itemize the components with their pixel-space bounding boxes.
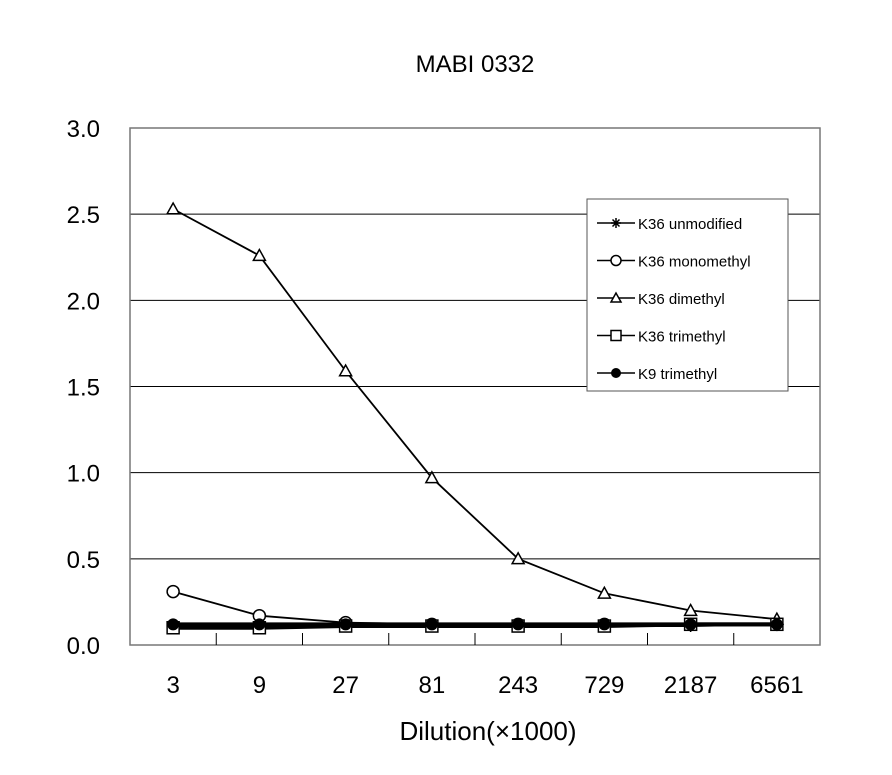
filled-circle-marker [512, 618, 525, 631]
filled-circle-marker [770, 618, 783, 631]
y-tick-label: 2.5 [67, 202, 100, 229]
x-axis-label: Dilution(×1000) [399, 716, 576, 746]
y-tick-label: 2.0 [67, 288, 100, 315]
triangle-marker [510, 551, 526, 565]
legend-label: K9 trimethyl [638, 366, 717, 383]
x-tick-label: 6561 [750, 672, 803, 699]
filled-circle-marker [253, 618, 266, 631]
legend-label: K36 dimethyl [638, 291, 725, 308]
y-tick-label: 0.0 [67, 633, 100, 660]
x-tick-label: 27 [332, 672, 359, 699]
filled-circle-marker [167, 618, 180, 631]
legend-label: K36 trimethyl [638, 329, 726, 346]
chart-title: MABI 0332 [416, 51, 535, 78]
triangle-marker [165, 201, 181, 215]
triangle-marker [424, 470, 440, 484]
legend-box [586, 198, 789, 392]
legend-label: K36 unmodified [638, 216, 742, 233]
x-tick-label: 81 [419, 672, 446, 699]
filled-circle-marker [611, 368, 621, 378]
series-line [172, 208, 777, 621]
y-tick-label: 0.5 [67, 547, 100, 574]
legend-label: K36 monomethyl [638, 254, 751, 271]
triangle-marker [597, 585, 612, 599]
triangle-marker [683, 602, 698, 617]
triangle-marker [338, 363, 353, 377]
square-marker [610, 329, 622, 342]
y-tick-label: 1.5 [67, 375, 100, 402]
x-tick-label: 2187 [664, 672, 717, 699]
circle-marker [610, 254, 622, 267]
filled-circle-marker [339, 618, 352, 631]
x-tick-label: 729 [584, 672, 624, 699]
x-tick-label: 3 [166, 672, 179, 699]
filled-circle-marker [598, 618, 611, 631]
asterisk-marker [611, 218, 621, 228]
y-tick-label: 1.0 [67, 461, 100, 488]
filled-circle-marker [425, 618, 438, 631]
triangle-marker [609, 291, 623, 303]
triangle-marker [252, 247, 267, 262]
x-tick-label: 243 [498, 672, 538, 699]
circle-marker [166, 584, 180, 599]
x-tick-label: 9 [253, 672, 266, 699]
filled-circle-marker [684, 618, 697, 631]
y-tick-label: 3.0 [67, 116, 100, 143]
